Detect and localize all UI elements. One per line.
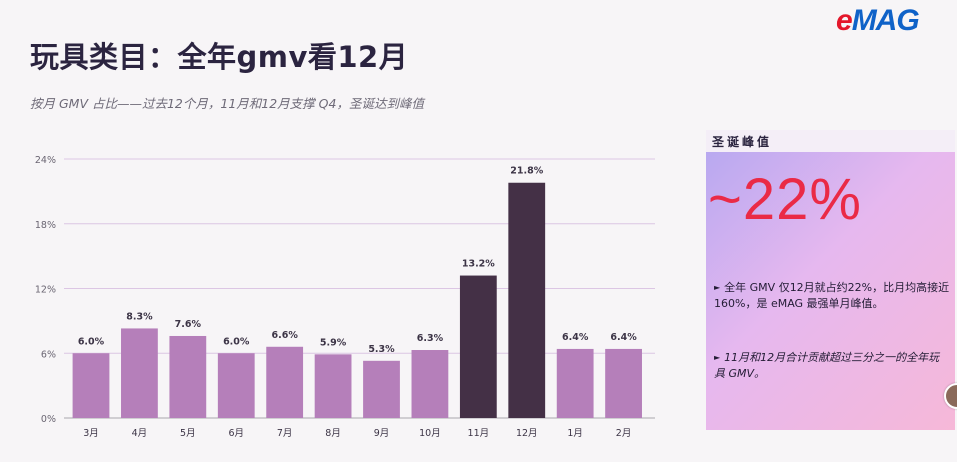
bar-value-label: 6.0%: [223, 336, 250, 347]
logo-e: e: [836, 4, 853, 37]
bar-value-label: 13.2%: [462, 259, 495, 270]
bar-4月: [121, 328, 158, 418]
bar-2月: [605, 348, 642, 418]
bar-8月: [314, 354, 352, 418]
x-tick-label: 4月: [132, 428, 148, 439]
bullet-arrow-icon: ►: [714, 353, 721, 362]
bar-5月: [169, 335, 207, 418]
page-subtitle: 按月 GMV 占比——过去12个月，11月和12月支撑 Q4，圣诞达到峰值: [30, 96, 424, 111]
bar-value-label: 5.9%: [320, 337, 347, 348]
x-tick-label: 3月: [83, 428, 99, 439]
christmas-peak-panel: 圣诞峰值 ~22% ► 全年 GMV 仅12月就占约22%，比月均高接近160%，…: [706, 130, 955, 430]
panel-title: 圣诞峰值: [712, 135, 773, 149]
y-tick-label: 24%: [35, 155, 56, 166]
bar-value-label: 6.3%: [417, 333, 444, 344]
bar-12月: [508, 182, 546, 418]
bar-6月: [217, 353, 255, 418]
bar-11月: [459, 275, 497, 418]
monthly-gmv-bar-chart: 0% 6% 12% 18% 24% 6.0% 3月 8.3% 4月 7.6% 5月 6.0% 6月 6.6…: [35, 155, 655, 439]
panel-bullet-2: ► 11月和12月合计贡献超过三分之一的全年玩具 GMV。: [714, 350, 950, 382]
emag-logo: eMAG: [836, 4, 920, 38]
x-tick-label: 7月: [277, 428, 293, 439]
x-tick-label: 2月: [616, 428, 632, 439]
y-tick-label: 0%: [41, 414, 56, 425]
panel-bullet-1: ► 全年 GMV 仅12月就占约22%，比月均高接近160%，是 eMAG 最强单…: [714, 280, 950, 312]
bar-10月: [411, 350, 449, 418]
x-tick-label: 6月: [228, 428, 244, 439]
bullet-text: 全年 GMV 仅12月就占约22%，比月均高接近160%，是 eMAG 最强单月…: [714, 281, 950, 310]
x-tick-label: 5月: [180, 428, 196, 439]
bar-value-label: 7.6%: [175, 319, 202, 330]
bar-value-label: 6.0%: [78, 336, 105, 347]
x-tick-label: 10月: [419, 428, 441, 439]
bar-1月: [556, 348, 594, 418]
y-tick-label: 6%: [41, 349, 56, 360]
bar-value-label: 8.3%: [126, 311, 153, 322]
page-title: 玩具类目：全年gmv看12月: [30, 40, 409, 74]
x-tick-label: 9月: [374, 428, 390, 439]
y-tick-label: 18%: [35, 220, 56, 231]
bar-value-label: 6.4%: [562, 332, 589, 343]
y-tick-label: 12%: [35, 285, 56, 296]
bar-value-label: 21.8%: [510, 166, 543, 177]
logo-rest: MAG: [851, 4, 920, 37]
peak-share-value: ~22%: [708, 167, 862, 232]
bar-9月: [363, 360, 400, 418]
bar-7月: [266, 346, 304, 418]
bar-3月: [72, 353, 110, 418]
bullet-text: 11月和12月合计贡献超过三分之一的全年玩具 GMV。: [714, 351, 940, 380]
x-tick-label: 1月: [567, 428, 583, 439]
bar-value-label: 5.3%: [368, 344, 395, 355]
panel-header: 圣诞峰值: [706, 130, 955, 152]
bar-value-label: 6.6%: [271, 330, 298, 341]
x-tick-label: 12月: [516, 428, 538, 439]
bar-value-label: 6.4%: [610, 332, 637, 343]
x-tick-label: 11月: [468, 428, 490, 439]
bullet-arrow-icon: ►: [714, 283, 721, 292]
x-tick-label: 8月: [325, 428, 341, 439]
